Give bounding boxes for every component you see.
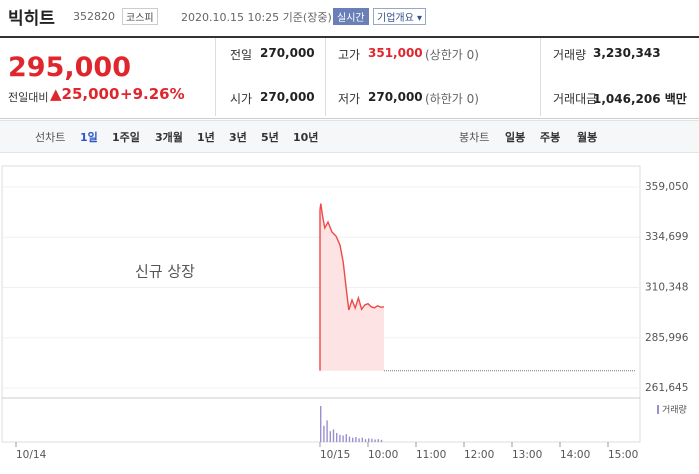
period-tab[interactable]: 3개월: [155, 131, 183, 144]
x-tick-label: 14:00: [560, 449, 590, 461]
volume-bar: [332, 429, 335, 442]
x-tick-label: 11:00: [416, 449, 446, 461]
change: ▲25,000: [50, 85, 120, 103]
company-button[interactable]: 기업개요 ▾: [373, 8, 426, 25]
period-tab[interactable]: 3년: [229, 131, 247, 144]
candle-tab[interactable]: 일봉: [505, 131, 526, 144]
period-tab[interactable]: 1년: [197, 131, 215, 144]
cell-note: (상한가 0): [425, 48, 479, 62]
divider: [540, 38, 541, 116]
cell-value: 270,000: [260, 90, 315, 104]
cell-label: 고가: [338, 48, 361, 62]
volume-bar: [371, 438, 373, 442]
x-tick-label: 12:00: [464, 449, 494, 461]
x-tick-label: 15:00: [608, 449, 638, 461]
volume-bar: [361, 437, 363, 442]
stock-name: 빅히트: [8, 9, 55, 29]
x-tick-label: 13:00: [512, 449, 542, 461]
y-tick-label: 310,348: [645, 281, 688, 293]
cell-label: 저가: [338, 92, 361, 106]
y-tick-label: 359,050: [645, 181, 688, 193]
volume-bar: [326, 420, 328, 442]
change-label: 전일대비: [8, 91, 49, 104]
price-area: [320, 203, 384, 371]
volume-bar: [339, 434, 341, 442]
x-tick-label: 10/14: [16, 449, 47, 461]
volume-bar: [377, 439, 379, 442]
annotation: 신규 상장: [135, 263, 195, 281]
cell-value: 351,000: [368, 46, 423, 60]
current-price: 295,000: [8, 52, 131, 83]
volume-bar: [345, 434, 347, 442]
volume-bar: [374, 439, 376, 442]
volume-bar: [352, 437, 354, 442]
cell-note: (하한가 0): [425, 92, 479, 106]
cell-value: 270,000: [260, 46, 315, 60]
y-tick-label: 261,645: [645, 382, 688, 394]
quote-box: [0, 36, 699, 119]
cell-label: 거래대금: [553, 92, 598, 106]
volume-bar: [355, 436, 357, 442]
divider: [325, 38, 326, 116]
volume-bar: [358, 438, 360, 442]
candle-tab[interactable]: 주봉: [540, 131, 561, 144]
volume-bar: [323, 425, 325, 442]
y-tick-label: 334,699: [645, 231, 688, 243]
period-tab[interactable]: 1일: [80, 131, 98, 144]
cell-label: 거래량: [553, 48, 587, 62]
volume-legend: 거래량: [662, 404, 687, 416]
cell-label: 시가: [230, 92, 253, 106]
price-line: [319, 203, 385, 311]
volume-legend-swatch: [657, 405, 659, 414]
candle-tab[interactable]: 월봉: [577, 131, 598, 144]
y-tick-label: 285,996: [645, 332, 689, 344]
tab-group-label: 봉차트: [459, 131, 490, 144]
cell-value: 270,000: [368, 90, 423, 104]
period-tab[interactable]: 5년: [261, 131, 279, 144]
change-pct: +9.26%: [120, 85, 185, 103]
realtime-button[interactable]: 실시간: [333, 8, 369, 25]
chart: 신규 상장 261,645 285,996 310,348 334,699 359,05…: [1, 165, 689, 461]
divider: [215, 38, 216, 116]
x-tick-label: 10:00: [368, 449, 398, 461]
volume-bar: [380, 439, 383, 442]
volume-bar: [348, 436, 351, 442]
cell-value: 3,230,343: [593, 46, 661, 60]
stock-code: 352820: [73, 10, 115, 23]
volume-bar: [329, 431, 331, 442]
volume-bar: [368, 438, 370, 442]
period-tab[interactable]: 10년: [293, 131, 319, 144]
tab-group-label: 선차트: [35, 131, 66, 144]
cell-value: 1,046,206 백만: [593, 92, 687, 106]
market-badge: 코스피: [122, 8, 158, 25]
x-tick-label: 10/15: [320, 449, 350, 461]
period-tab[interactable]: 1주일: [112, 131, 140, 144]
cell-label: 전일: [230, 48, 253, 62]
volume-bar: [320, 406, 322, 442]
volume-bar: [364, 439, 367, 442]
quote-time: 2020.10.15 10:25 기준(장중): [181, 11, 332, 24]
volume-bar: [342, 435, 344, 442]
tab-bar: [0, 120, 699, 153]
volume-bar: [336, 433, 338, 442]
